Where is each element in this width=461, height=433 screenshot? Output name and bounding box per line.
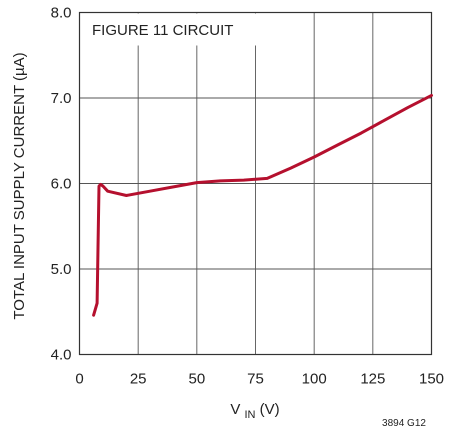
- plot-frame: [78, 11, 433, 356]
- figure-annotation: FIGURE 11 CIRCUIT: [92, 22, 233, 39]
- y-tick-label: 8.0: [51, 5, 72, 22]
- y-tick-label: 5.0: [51, 261, 72, 278]
- grid-lines: [79, 12, 432, 355]
- x-tick-labels: 0 25 50 75 100 125 150: [75, 371, 444, 388]
- y-axis-title: TOTAL INPUT SUPPLY CURRENT (µA): [11, 52, 28, 319]
- annotation-box: [80, 13, 257, 46]
- x-tick-label: 75: [247, 371, 264, 388]
- x-tick-label: 150: [419, 371, 444, 388]
- x-axis-title-main: V: [230, 401, 240, 418]
- x-tick-label: 125: [360, 371, 385, 388]
- x-tick-label: 50: [188, 371, 205, 388]
- x-axis-title-unit: (V): [260, 401, 280, 418]
- x-tick-label: 25: [130, 371, 147, 388]
- series-line: [92, 93, 433, 317]
- y-tick-labels: 4.0 5.0 6.0 7.0 8.0: [51, 5, 72, 364]
- figure-footnote: 3894 G12: [382, 418, 426, 429]
- y-tick-label: 7.0: [51, 90, 72, 107]
- x-tick-label: 100: [302, 371, 327, 388]
- x-tick-label: 0: [75, 371, 83, 388]
- x-axis-title-sub: IN: [245, 409, 256, 421]
- y-tick-label: 4.0: [51, 347, 72, 364]
- y-tick-label: 6.0: [51, 176, 72, 193]
- series-group: [92, 93, 433, 317]
- x-axis-title: V IN (V): [230, 401, 279, 422]
